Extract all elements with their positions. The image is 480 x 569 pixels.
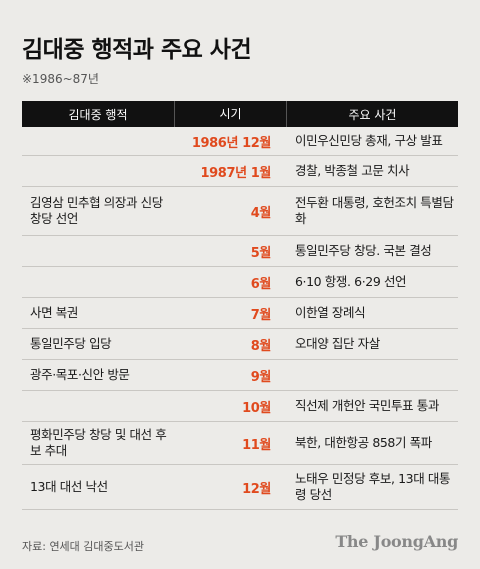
event-cell: 통일민주당 창당. 국본 결성 <box>295 243 432 258</box>
timeline-table: 김대중 행적 시기 주요 사건 1986년 12월 이민우신민당 총재, 구상 발… <box>22 101 458 510</box>
table-row: 광주·목포·신안 방문 9월 <box>22 360 458 391</box>
table-row: 10월 직선제 개헌안 국민투표 통과 <box>22 391 458 422</box>
header-actions: 김대중 행적 <box>68 107 128 122</box>
table-row: 5월 통일민주당 창당. 국본 결성 <box>22 236 458 267</box>
period-cell: 1987년 1월 <box>200 165 272 181</box>
period-cell: 12월 <box>242 481 271 497</box>
action-cell: 사면 복권 <box>30 305 78 320</box>
period-cell: 4월 <box>250 205 272 221</box>
header-period: 시기 <box>174 101 287 127</box>
date-range-note: ※1986~87년 <box>22 72 99 86</box>
event-cell: 전두환 대통령, 호헌조치 특별담화 <box>295 195 454 226</box>
period-cell: 7월 <box>250 307 272 323</box>
period-cell: 5월 <box>250 245 272 261</box>
table-row: 1987년 1월 경찰, 박종철 고문 치사 <box>22 156 458 187</box>
period-cell: 10월 <box>242 400 271 416</box>
period-cell: 8월 <box>250 338 272 354</box>
source-note: 자료: 연세대 김대중도서관 <box>22 540 145 553</box>
page-title: 김대중 행적과 주요 사건 <box>22 37 252 63</box>
event-cell: 북한, 대한항공 858기 폭파 <box>295 435 432 450</box>
table-row: 6월 6·10 항쟁. 6·29 선언 <box>22 267 458 298</box>
action-cell: 광주·목포·신안 방문 <box>30 367 130 382</box>
event-cell: 노태우 민정당 후보, 13대 대통령 당선 <box>295 471 451 502</box>
publisher-logo: The JoongAng <box>335 532 458 551</box>
action-cell: 김영삼 민추협 의장과 신당 창당 선언 <box>30 195 163 226</box>
table-header: 김대중 행적 시기 주요 사건 <box>22 101 458 127</box>
period-cell: 1986년 12월 <box>191 135 272 151</box>
header-events: 주요 사건 <box>348 107 397 122</box>
table-row: 통일민주당 입당 8월 오대양 집단 자살 <box>22 329 458 360</box>
table-row: 사면 복권 7월 이한열 장례식 <box>22 298 458 329</box>
action-cell: 13대 대선 낙선 <box>30 479 108 494</box>
table-body: 1986년 12월 이민우신민당 총재, 구상 발표 1987년 1월 경찰, 박종철… <box>22 127 458 510</box>
event-cell: 이민우신민당 총재, 구상 발표 <box>295 133 443 148</box>
table-row: 13대 대선 낙선 12월 노태우 민정당 후보, 13대 대통령 당선 <box>22 465 458 510</box>
event-cell: 6·10 항쟁. 6·29 선언 <box>295 274 407 289</box>
table-row: 1986년 12월 이민우신민당 총재, 구상 발표 <box>22 127 458 156</box>
period-cell: 6월 <box>250 276 272 292</box>
event-cell: 경찰, 박종철 고문 치사 <box>295 163 410 178</box>
table-row: 김영삼 민추협 의장과 신당 창당 선언 4월 전두환 대통령, 호헌조치 특별담화 <box>22 187 458 236</box>
period-cell: 11월 <box>242 437 271 453</box>
event-cell: 오대양 집단 자살 <box>295 336 380 351</box>
action-cell: 평화민주당 창당 및 대선 후보 추대 <box>30 427 167 458</box>
period-cell: 9월 <box>250 369 272 385</box>
action-cell: 통일민주당 입당 <box>30 336 112 351</box>
event-cell: 이한열 장례식 <box>295 305 366 320</box>
table-row: 평화민주당 창당 및 대선 후보 추대 11월 북한, 대한항공 858기 폭파 <box>22 422 458 465</box>
event-cell: 직선제 개헌안 국민투표 통과 <box>295 398 439 413</box>
